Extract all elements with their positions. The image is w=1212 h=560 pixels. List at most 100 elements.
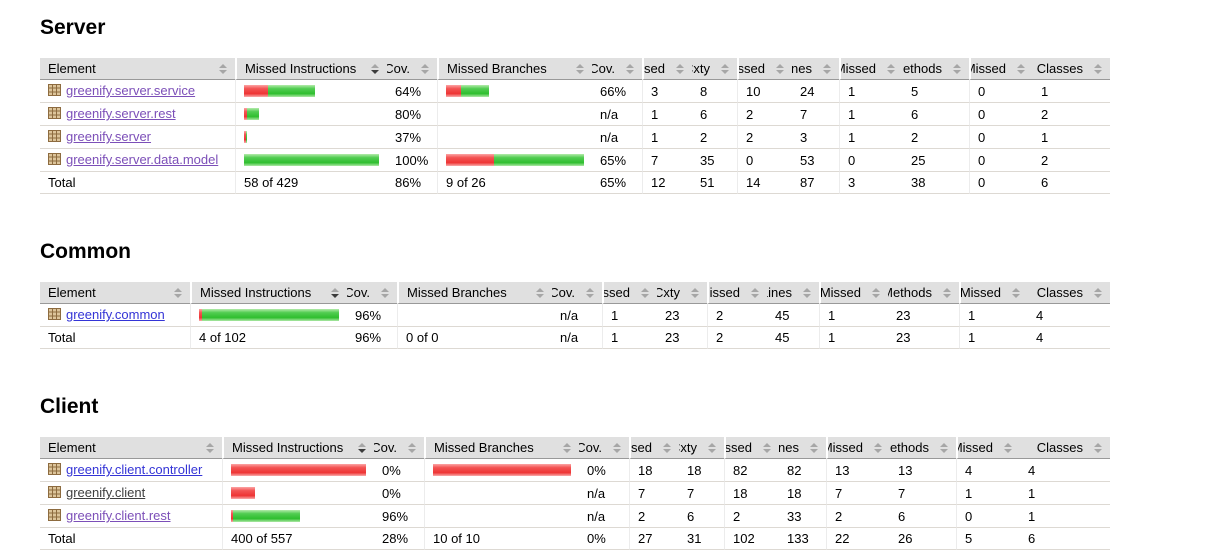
counter-cell: 7 [629, 482, 679, 505]
column-label: Element [48, 440, 96, 455]
column-header-lines[interactable]: Lines [792, 58, 839, 80]
package-row: greenify.server.rest 80% n/a 1 6 2 7 1 6 0 2 [40, 103, 1110, 126]
column-label: Missed Branches [447, 61, 547, 76]
sort-icon [721, 63, 729, 74]
sort-icon [763, 442, 771, 453]
column-header-missed-lines[interactable]: Missed [737, 58, 792, 80]
sort-icon [874, 442, 882, 453]
sort-icon [676, 63, 684, 74]
column-header-cxty[interactable]: Cxty [679, 437, 724, 459]
column-header-lines[interactable]: Lines [767, 282, 819, 304]
column-header-missed-lines[interactable]: Missed [707, 282, 767, 304]
package-link[interactable]: greenify.server.rest [66, 106, 176, 121]
column-header-missed-classes[interactable]: Missed [959, 282, 1028, 304]
total-counter-cell: 12 [642, 172, 692, 194]
column-header-missed-classes[interactable]: Missed [956, 437, 1020, 459]
branches-bar-cell [424, 482, 579, 505]
total-counter-cell: 23 [657, 327, 707, 349]
column-header-lines[interactable]: Lines [779, 437, 826, 459]
column-header-element[interactable]: Element [40, 437, 222, 459]
total-counter-cell: 6 [1020, 528, 1110, 550]
column-header-missed-classes[interactable]: Missed [969, 58, 1033, 80]
package-link[interactable]: greenify.client [66, 485, 146, 500]
sort-icon [943, 287, 951, 298]
covered-bar-segment [246, 131, 247, 143]
sort-icon [586, 287, 594, 298]
column-header-element[interactable]: Element [40, 58, 235, 80]
missed-bar-segment [231, 464, 366, 476]
package-row: greenify.client 0% n/a 7 7 18 18 7 7 1 1 [40, 482, 1110, 505]
sort-icon [641, 287, 649, 298]
counter-cell: 18 [779, 482, 826, 505]
column-header-classes[interactable]: Classes [1028, 282, 1110, 304]
package-link[interactable]: greenify.common [66, 307, 165, 322]
counter-cell: 1 [1033, 80, 1110, 103]
column-header-branch-coverage[interactable]: Cov. [579, 437, 629, 459]
package-link[interactable]: greenify.server [66, 129, 152, 144]
missed-bar-segment [231, 510, 233, 522]
package-link[interactable]: greenify.client.controller [66, 462, 203, 477]
missed-bar-segment [433, 464, 571, 476]
column-header-missed-branches[interactable]: Missed Branches [437, 58, 592, 80]
column-header-missed-instructions[interactable]: Missed Instructions [190, 282, 347, 304]
column-header-missed-instructions[interactable]: Missed Instructions [222, 437, 374, 459]
sort-icon [663, 442, 671, 453]
counter-cell: 1 [819, 304, 888, 327]
column-label: Cov. [347, 285, 370, 300]
column-header-classes[interactable]: Classes [1033, 58, 1110, 80]
total-counter-cell: 23 [888, 327, 959, 349]
column-header-missed-cxty[interactable]: Missed [602, 282, 657, 304]
column-label: Missed [828, 440, 863, 455]
column-header-branch-coverage[interactable]: Cov. [592, 58, 642, 80]
column-label: Cov. [387, 61, 410, 76]
column-header-missed-lines[interactable]: Missed [724, 437, 779, 459]
column-label: Missed Branches [407, 285, 507, 300]
column-header-methods[interactable]: Methods [890, 437, 956, 459]
package-link[interactable]: greenify.client.rest [66, 508, 171, 523]
total-row: Total 400 of 557 28% 10 of 10 0% 27 31 102 133 22… [40, 528, 1110, 550]
package-link[interactable]: greenify.server.service [66, 83, 196, 98]
column-header-missed-branches[interactable]: Missed Branches [424, 437, 579, 459]
column-header-instruction-coverage[interactable]: Cov. [387, 58, 437, 80]
column-header-classes[interactable]: Classes [1020, 437, 1110, 459]
column-header-methods[interactable]: Methods [888, 282, 959, 304]
total-counter-cell: 45 [767, 327, 819, 349]
instruction-coverage-cell: 0% [374, 482, 424, 505]
column-header-methods[interactable]: Methods [903, 58, 969, 80]
header-row: Element Missed Instructions Cov. Missed Bra… [40, 58, 1110, 80]
column-label: Missed [724, 440, 752, 455]
missed-bar-segment [244, 108, 247, 120]
column-header-cxty[interactable]: Cxty [692, 58, 737, 80]
counter-cell: 1 [642, 103, 692, 126]
branch-coverage-cell: 65% [592, 149, 642, 172]
counter-cell: 7 [679, 482, 724, 505]
column-header-missed-methods[interactable]: Missed [819, 282, 888, 304]
package-link[interactable]: greenify.server.data.model [66, 152, 219, 167]
total-branch-coverage-cell: 0% [579, 528, 629, 550]
column-header-missed-instructions[interactable]: Missed Instructions [235, 58, 387, 80]
total-counter-cell: 26 [890, 528, 956, 550]
column-header-missed-cxty[interactable]: Missed [629, 437, 679, 459]
column-header-missed-cxty[interactable]: Missed [642, 58, 692, 80]
column-label: Missed [709, 285, 740, 300]
counter-cell: 2 [737, 126, 792, 149]
column-header-branch-coverage[interactable]: Cov. [552, 282, 602, 304]
counter-cell: 0 [839, 149, 903, 172]
package-row: greenify.server.data.model 100% 65% 7 35 0 53 0… [40, 149, 1110, 172]
missed-bar-segment [244, 85, 268, 97]
column-header-element[interactable]: Element [40, 282, 190, 304]
branch-coverage-cell: n/a [579, 505, 629, 528]
package-row: greenify.client.rest 96% n/a 2 6 2 33 2 6 0 1 [40, 505, 1110, 528]
column-header-instruction-coverage[interactable]: Cov. [347, 282, 397, 304]
counter-cell: 1 [602, 304, 657, 327]
branch-coverage-cell: 66% [592, 80, 642, 103]
instructions-bar-cell [222, 482, 374, 505]
column-header-instruction-coverage[interactable]: Cov. [374, 437, 424, 459]
column-header-cxty[interactable]: Cxty [657, 282, 707, 304]
sort-icon [810, 442, 818, 453]
column-header-missed-methods[interactable]: Missed [839, 58, 903, 80]
column-header-missed-branches[interactable]: Missed Branches [397, 282, 552, 304]
column-label: Missed [841, 61, 876, 76]
column-header-missed-methods[interactable]: Missed [826, 437, 890, 459]
sort-icon [408, 442, 416, 453]
